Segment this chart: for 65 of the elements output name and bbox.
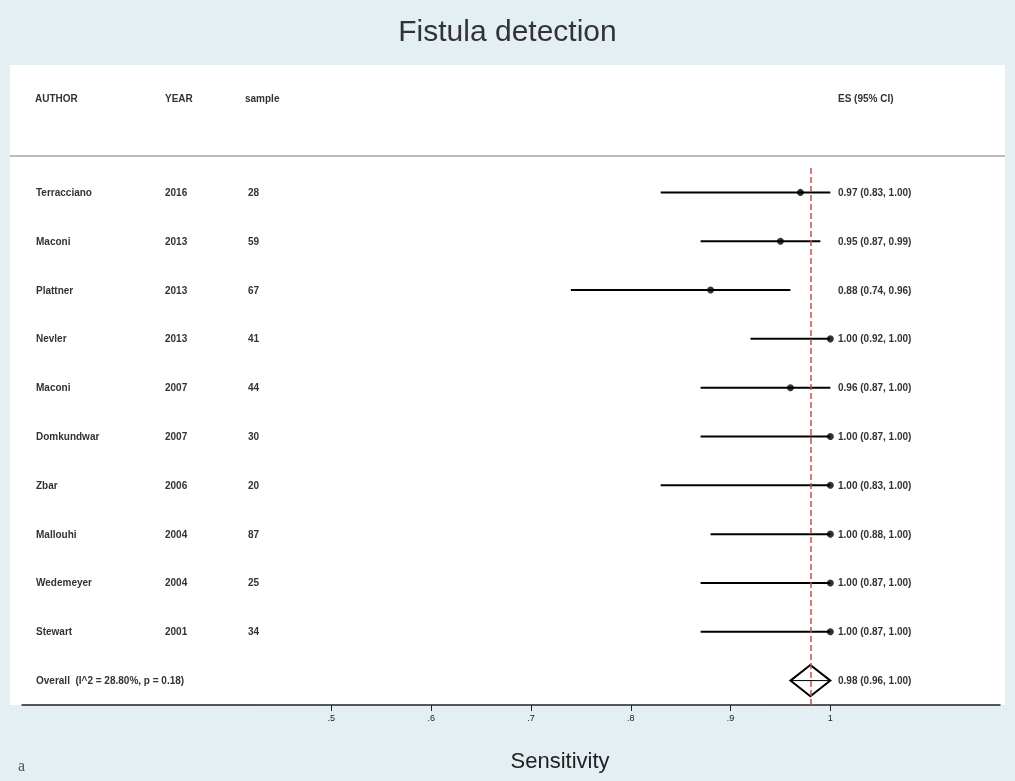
y-tick-label: Maconi [36, 235, 71, 247]
y-tick-label: Zbar [36, 479, 58, 491]
text: YEAR [165, 92, 194, 104]
point [796, 188, 804, 196]
annotation: 2006 [165, 479, 188, 491]
text: ES (95% CI) [838, 92, 894, 104]
x-tick-label: .6 [427, 712, 435, 723]
y-tick-label: Stewart [36, 626, 73, 638]
point [776, 237, 784, 245]
x-axis-title: Sensitivity [510, 747, 610, 773]
annotation: 2007 [165, 431, 188, 442]
annotation: 1.00 (0.83, 1.00) [838, 479, 912, 491]
point [826, 433, 834, 440]
y-tick-label: Terracciano [36, 186, 92, 198]
point [826, 579, 834, 587]
x-tick-label: .7 [527, 712, 535, 723]
y-tick-label: Nevler [36, 333, 67, 345]
point [826, 335, 834, 343]
annotation: 20 [248, 479, 260, 491]
annotation: 2016 [165, 186, 188, 198]
x-tick-label: .9 [726, 712, 735, 723]
annotation: 1.00 (0.88, 1.00) [838, 528, 912, 540]
annotation: 0.96 (0.87, 1.00) [838, 382, 912, 394]
annotation: 41 [248, 333, 260, 345]
x-tick-label: .5 [327, 712, 336, 723]
annotation: 2001 [165, 626, 188, 638]
y-tick-label: Plattner [36, 284, 74, 296]
annotation: 1.00 (0.87, 1.00) [838, 431, 912, 442]
annotation: 2013 [165, 284, 188, 296]
annotation: 1.00 (0.87, 1.00) [838, 577, 912, 589]
y-tick-label: Maconi [36, 382, 71, 394]
annotation: 28 [248, 186, 260, 198]
annotation: 59 [248, 235, 260, 247]
annotation: 2004 [165, 577, 188, 589]
annotation: 2013 [165, 235, 188, 247]
y-tick-label: Mallouhi [36, 528, 77, 540]
annotation: 2007 [165, 382, 188, 394]
annotation: 34 [248, 626, 260, 638]
y-tick-label: Domkundwar [36, 431, 100, 442]
annotation: 87 [248, 528, 260, 540]
point [826, 530, 834, 538]
text: a [18, 756, 26, 774]
chart-title: Fistula detection [398, 13, 617, 47]
point [826, 628, 834, 636]
point [786, 384, 794, 392]
point [826, 481, 834, 489]
annotation: 67 [248, 284, 260, 296]
annotation: 0.98 (0.96, 1.00) [838, 675, 912, 687]
point [707, 286, 715, 294]
annotation: 1.00 (0.92, 1.00) [838, 333, 912, 345]
text: AUTHOR [35, 92, 79, 104]
annotation: 0.97 (0.83, 1.00) [838, 186, 912, 198]
annotation: 1.00 (0.87, 1.00) [838, 626, 912, 638]
text: sample [245, 92, 280, 104]
annotation: 25 [248, 577, 260, 589]
annotation: 30 [248, 431, 260, 442]
annotation: 0.88 (0.74, 0.96) [838, 284, 912, 296]
x-tick-label: 1 [827, 712, 833, 723]
annotation: 0.95 (0.87, 0.99) [838, 235, 912, 247]
y-tick-label: Overall (I^2 = 28.80%, p = 0.18) [36, 675, 185, 687]
y-tick-label: Wedemeyer [36, 577, 93, 589]
annotation: 44 [248, 382, 260, 394]
annotation: 2004 [165, 528, 188, 540]
x-tick-label: .8 [627, 712, 635, 723]
annotation: 2013 [165, 333, 188, 345]
